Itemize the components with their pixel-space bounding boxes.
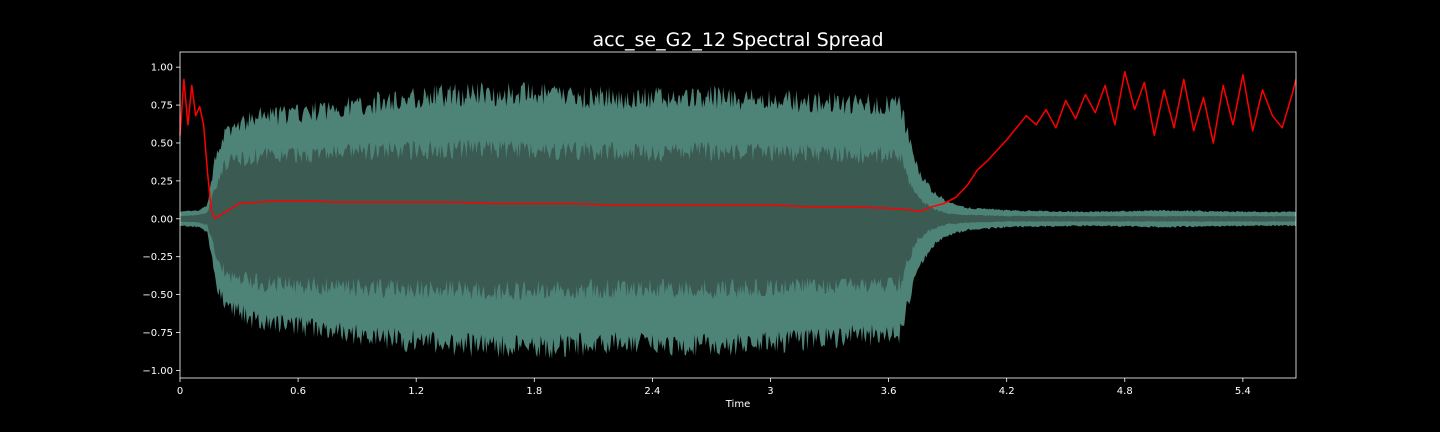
x-tick-label: 1.2 <box>408 386 424 397</box>
y-tick-label: 0.75 <box>151 101 173 112</box>
y-tick-label: −1.00 <box>142 366 173 377</box>
y-tick-label: −0.50 <box>142 290 173 301</box>
x-tick-label: 0 <box>177 386 183 397</box>
plot-area <box>179 51 1297 379</box>
waveform-layer <box>180 82 1296 359</box>
x-tick-label: 2.4 <box>644 386 660 397</box>
x-tick-label: 4.2 <box>999 386 1015 397</box>
x-tick-label: 3 <box>767 386 773 397</box>
y-tick-label: 1.00 <box>151 63 173 74</box>
x-tick-label: 3.6 <box>881 386 897 397</box>
x-tick-label: 0.6 <box>290 386 306 397</box>
x-axis-label: Time <box>725 399 750 410</box>
x-axis: 0 0.6 1.2 1.8 2.4 3 3.6 4.2 4.8 5.4 <box>177 378 1251 397</box>
y-tick-label: −0.25 <box>142 252 173 263</box>
x-tick-label: 4.8 <box>1117 386 1133 397</box>
y-axis: 1.00 0.75 0.50 0.25 0.00 −0.25 −0.50 −0.75 −1.00 <box>142 63 180 377</box>
y-tick-label: 0.50 <box>151 138 173 149</box>
waveform-inner <box>180 139 1296 301</box>
y-tick-label: −0.75 <box>142 328 173 339</box>
x-tick-label: 1.8 <box>526 386 542 397</box>
x-tick-label: 5.4 <box>1235 386 1251 397</box>
series-layer <box>179 70 1297 220</box>
y-tick-label: 0.00 <box>151 214 173 225</box>
chart-title: acc_se_G2_12 Spectral Spread <box>592 29 883 51</box>
y-tick-label: 0.25 <box>151 176 173 187</box>
plot-frame <box>179 51 1297 379</box>
spectral-spread-line <box>179 70 1297 220</box>
